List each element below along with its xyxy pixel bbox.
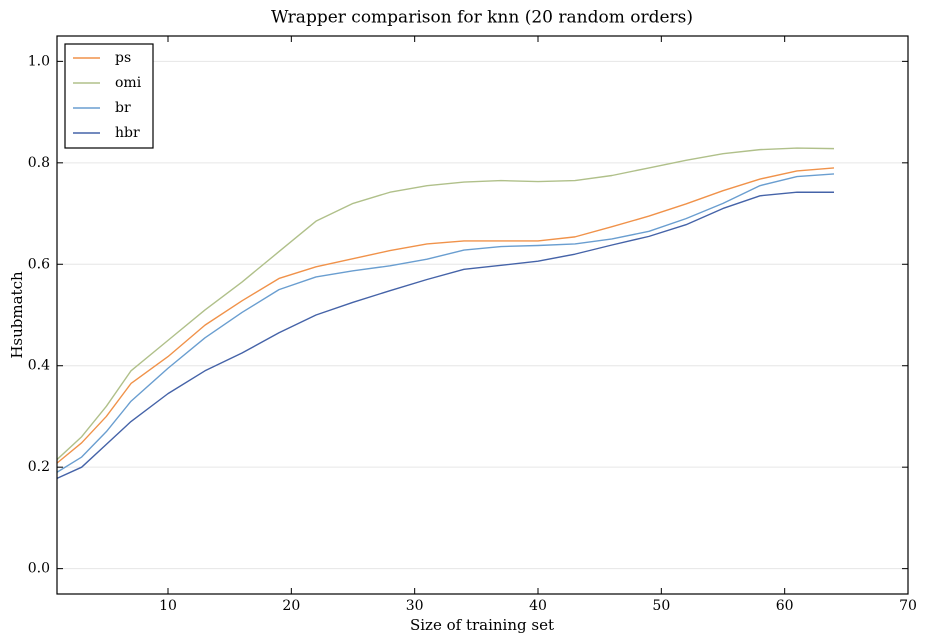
series-line [56,147,835,461]
legend-label: br [115,100,131,116]
y-axis-label: Hsubmatch [8,271,26,359]
y-tick-label: 1.0 [28,53,50,69]
y-tick-label: 0.8 [28,155,50,171]
x-axis-label: Size of training set [410,616,554,634]
y-tick-label: 0.4 [28,358,50,374]
legend-label: hbr [115,125,140,141]
series-line [56,167,835,464]
series-line [56,191,834,479]
y-tick-label: 0.0 [28,561,50,577]
x-tick-label: 40 [529,598,547,614]
legend-label: omi [115,75,142,91]
plot-frame [56,35,909,595]
chart-title: Wrapper comparison for knn (20 random or… [271,8,693,28]
y-tick-label: 0.6 [28,256,50,272]
x-tick-label: 70 [899,598,917,614]
y-tick-label: 0.2 [28,459,50,475]
x-tick-label: 30 [406,598,424,614]
legend-label: ps [115,50,131,66]
x-tick-label: 10 [159,598,177,614]
series-line [56,173,835,473]
x-tick-label: 60 [776,598,794,614]
x-tick-label: 50 [652,598,670,614]
legend-box [64,43,154,149]
x-tick-label: 20 [282,598,300,614]
